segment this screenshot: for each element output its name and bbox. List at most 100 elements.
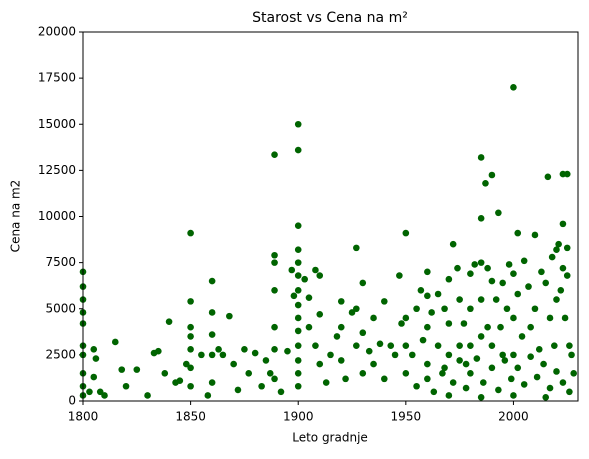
point: [441, 305, 448, 313]
point: [101, 392, 108, 399]
point: [488, 277, 496, 285]
point: [381, 298, 388, 305]
point: [566, 388, 573, 396]
point: [337, 323, 345, 331]
point: [477, 296, 485, 303]
point: [176, 377, 184, 385]
plot-frame: [82, 31, 579, 402]
point: [488, 171, 496, 179]
point: [477, 215, 485, 222]
point: [535, 346, 543, 353]
point: [90, 346, 98, 353]
point: [294, 357, 302, 364]
point: [271, 259, 278, 266]
point: [294, 272, 302, 279]
point: [208, 331, 216, 338]
point: [510, 270, 517, 277]
point: [566, 342, 573, 349]
point: [161, 370, 169, 377]
point: [118, 366, 126, 373]
point: [424, 292, 431, 300]
point: [327, 351, 334, 359]
point: [439, 370, 446, 377]
point: [510, 84, 517, 91]
point: [510, 351, 517, 359]
point: [271, 287, 278, 294]
point: [563, 272, 571, 279]
point: [353, 305, 360, 313]
point: [553, 246, 560, 254]
point: [514, 229, 522, 237]
point: [258, 382, 265, 390]
point: [294, 246, 302, 254]
point: [424, 268, 431, 276]
point: [480, 379, 487, 386]
point: [503, 305, 511, 313]
y-tick-label: 17500: [38, 71, 76, 85]
point: [391, 351, 399, 359]
point: [370, 314, 377, 322]
y-tick-label: 2500: [45, 347, 76, 361]
point: [434, 290, 442, 298]
point: [294, 382, 302, 390]
point: [424, 323, 431, 331]
point: [449, 240, 457, 248]
point: [284, 347, 291, 355]
point: [337, 298, 345, 305]
point: [288, 266, 296, 274]
point: [495, 209, 502, 217]
point: [514, 364, 522, 372]
point: [381, 375, 388, 383]
point: [294, 301, 302, 309]
point: [342, 375, 349, 383]
x-tick-label: 1900: [283, 410, 314, 424]
point: [187, 382, 194, 390]
point: [507, 375, 515, 383]
point: [510, 392, 517, 399]
point: [551, 342, 558, 349]
point: [467, 342, 474, 349]
point: [542, 279, 550, 287]
y-tick-label: 5000: [45, 301, 76, 315]
point: [271, 346, 278, 353]
point: [316, 310, 324, 318]
point: [230, 360, 237, 368]
point: [271, 375, 278, 383]
point: [219, 351, 227, 359]
point: [353, 244, 360, 252]
x-tick-label: 1850: [175, 410, 206, 424]
x-tick-label: 2000: [498, 410, 529, 424]
point: [456, 342, 463, 349]
point: [454, 264, 461, 272]
point: [312, 266, 319, 274]
point: [122, 382, 130, 390]
point: [546, 384, 554, 392]
y-axis-label: Cena na m2: [9, 180, 23, 253]
point: [477, 154, 485, 161]
x-axis-label: Leto gradnje: [292, 431, 368, 445]
point: [187, 229, 194, 237]
point: [262, 357, 270, 364]
point: [520, 381, 528, 388]
point: [408, 351, 416, 359]
point: [294, 314, 302, 322]
point: [510, 314, 517, 322]
point: [527, 323, 534, 331]
point: [456, 357, 463, 364]
point: [96, 388, 104, 396]
point: [568, 351, 575, 359]
point: [563, 244, 571, 252]
point: [294, 259, 302, 266]
point: [396, 272, 403, 279]
point: [514, 290, 522, 298]
x-tick-label: 1800: [68, 410, 99, 424]
point: [402, 229, 410, 237]
point: [557, 287, 565, 294]
point: [294, 222, 302, 230]
point: [398, 320, 405, 327]
point: [187, 346, 194, 353]
point: [294, 327, 302, 335]
point: [462, 384, 470, 392]
point: [165, 318, 173, 325]
point: [337, 357, 345, 364]
